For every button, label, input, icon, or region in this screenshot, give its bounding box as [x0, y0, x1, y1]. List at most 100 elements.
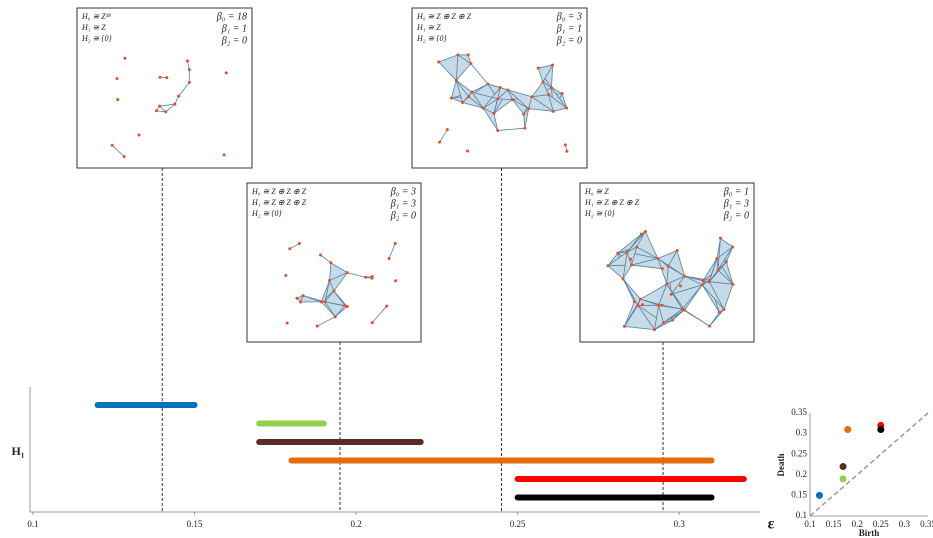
edge	[607, 265, 624, 280]
vertex	[155, 109, 159, 113]
edge	[617, 233, 642, 254]
edge	[156, 110, 166, 113]
vertex	[470, 90, 474, 94]
edge	[631, 258, 658, 266]
betti-label: β₀ = 3	[390, 186, 416, 197]
edge	[709, 281, 733, 285]
vertex	[173, 102, 177, 106]
x-tick-label: 0.3	[899, 519, 911, 529]
homology-label: H₁ ≅ Z	[81, 23, 106, 32]
vertex	[656, 256, 660, 260]
simplex	[468, 92, 484, 109]
vertex	[492, 111, 496, 115]
homology-label: H₀ ≅ Z	[584, 187, 609, 196]
vertex	[297, 241, 301, 245]
edge	[640, 283, 668, 300]
simplex	[497, 87, 508, 99]
edge	[467, 54, 472, 64]
edge	[321, 301, 336, 317]
edge	[723, 284, 734, 310]
vertex	[541, 80, 545, 84]
edge	[439, 129, 448, 143]
vertex	[639, 232, 643, 236]
edge	[455, 80, 469, 97]
vertex	[671, 318, 675, 322]
simplex	[671, 276, 703, 295]
edge	[450, 80, 457, 99]
edge	[684, 275, 710, 283]
y-tick-label: 0.2	[796, 469, 807, 479]
edge	[720, 237, 733, 248]
vertex	[319, 300, 323, 304]
complex-panel: H₀ ≅ Z H₁ ≅ Z ⊕ Z ⊕ Z H₂ ≅ {0} β₀ = 1β₁ = 3…	[579, 182, 755, 343]
vertex	[707, 280, 711, 284]
edge	[528, 108, 554, 112]
vertex	[288, 247, 292, 251]
y-tick-label: 0.15	[791, 489, 807, 499]
edge	[329, 272, 348, 281]
edge	[159, 103, 175, 107]
vertex	[333, 315, 337, 319]
edge	[553, 107, 567, 112]
vertex	[551, 63, 555, 67]
point	[815, 491, 823, 499]
panel-frame	[76, 7, 253, 169]
betti-label: β₁ = 1	[221, 23, 247, 34]
point	[877, 425, 885, 433]
edge	[302, 295, 322, 303]
vertex	[481, 106, 485, 110]
edge	[607, 252, 619, 266]
edge	[471, 91, 498, 100]
betti-label: β₂ = 0	[221, 35, 247, 46]
vertex	[137, 133, 141, 137]
vertex	[496, 129, 500, 133]
vertex	[486, 82, 490, 86]
vertex	[683, 274, 687, 278]
edge	[636, 231, 646, 248]
vertex	[632, 300, 636, 304]
vertex	[385, 304, 389, 308]
edge	[471, 91, 484, 109]
vertex	[680, 307, 684, 311]
vertex	[716, 268, 720, 272]
vertex	[510, 98, 514, 102]
edge	[320, 280, 330, 302]
edge	[668, 265, 685, 277]
edge	[624, 301, 635, 327]
simplex	[709, 281, 733, 310]
vertex	[527, 107, 531, 111]
x-tick-label: 0.15	[826, 519, 842, 529]
betti-label: β₂ = 0	[390, 210, 416, 221]
edge	[716, 246, 733, 259]
edge	[640, 298, 659, 306]
vertex	[563, 143, 567, 147]
edge	[631, 264, 663, 270]
edge	[493, 98, 499, 114]
edge	[347, 272, 366, 278]
edge	[512, 99, 529, 109]
edge	[493, 99, 513, 114]
edge	[663, 308, 683, 323]
betti-label: β₁ = 1	[556, 23, 582, 34]
vertex	[332, 289, 336, 293]
simplex	[528, 96, 554, 112]
betti-label: β₂ = 0	[556, 35, 582, 46]
edge	[438, 61, 457, 81]
x-tick-label: 0.2	[350, 519, 361, 529]
vertex	[683, 308, 687, 312]
vertex	[700, 283, 704, 287]
y-tick-label: 0.3	[796, 428, 808, 438]
edge	[666, 275, 685, 285]
edge	[333, 290, 346, 306]
simplex	[627, 246, 637, 266]
edge	[531, 81, 544, 98]
vertex	[547, 93, 551, 97]
vertex	[456, 53, 460, 57]
vertex	[224, 71, 228, 75]
y-tick-label: 0.25	[791, 448, 807, 458]
edge	[455, 80, 463, 103]
vertex	[323, 300, 327, 304]
x-axis-label: ε	[768, 516, 775, 533]
edge	[676, 250, 685, 277]
x-tick-label: 0.3	[674, 519, 686, 529]
